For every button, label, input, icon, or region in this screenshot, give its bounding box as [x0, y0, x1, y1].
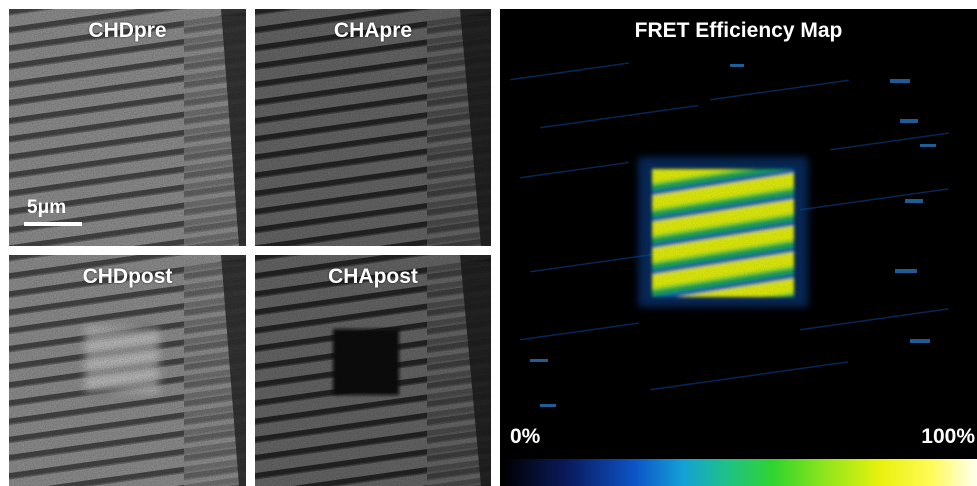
cha-post-image: [255, 255, 491, 486]
chd-post-panel: CHDpost: [9, 255, 246, 486]
cha-post-title: CHApost: [328, 265, 418, 288]
chd-post-title: CHDpost: [82, 265, 173, 288]
fret-colorbar: [503, 459, 977, 486]
fret-map-title: FRET Efficiency Map: [634, 19, 843, 42]
cha-pre-title: CHApre: [333, 19, 413, 42]
cha-post-panel: CHApost: [255, 255, 491, 486]
colorbar-min-label: 0%: [510, 425, 541, 448]
cha-pre-panel: CHApre: [255, 9, 491, 246]
fret-map-image: [500, 9, 977, 459]
scale-bar: [24, 222, 82, 226]
scale-bar-label: 5μm: [27, 197, 67, 218]
chd-pre-title: CHDpre: [88, 19, 167, 42]
chd-pre-image: [9, 9, 246, 246]
chd-post-image: [9, 255, 246, 486]
fret-map-panel: FRET Efficiency Map: [500, 9, 977, 486]
chd-pre-panel: CHDpre 5μm: [9, 9, 246, 246]
colorbar-max-label: 100%: [921, 425, 975, 448]
cha-pre-image: [255, 9, 491, 246]
